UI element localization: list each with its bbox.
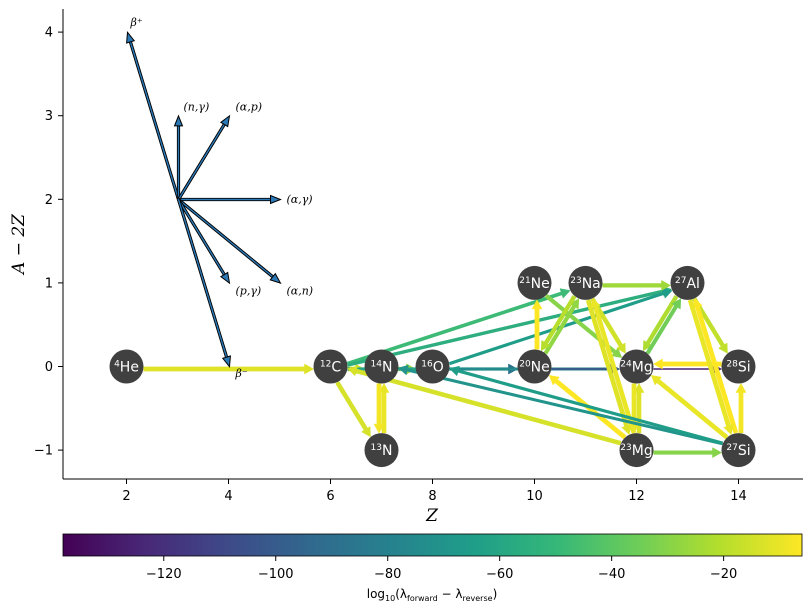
legend-arrow-4 xyxy=(177,198,282,284)
colorbar-tick-label: −60 xyxy=(486,567,513,582)
legend-arrow-5 xyxy=(177,198,231,285)
edge-na23-al27 xyxy=(602,279,672,291)
y-tick-label: 4 xyxy=(45,26,53,41)
x-tick-label: 8 xyxy=(428,489,436,504)
edge-mg23-si27 xyxy=(653,447,723,459)
y-ticks: −1 0 1 2 3 4 xyxy=(34,26,63,459)
x-tick-label: 6 xyxy=(326,489,334,504)
edge-mg23-mg24 xyxy=(633,382,645,434)
legend-arrow-6 xyxy=(176,199,231,368)
legend-arrow-label: (α,n) xyxy=(287,285,314,298)
node-label: 16O xyxy=(421,360,443,376)
legend-arrow-label: (α,p) xyxy=(236,100,263,113)
edge-layer xyxy=(143,279,747,459)
plot-area: β⁺ (n,γ) (α,p) (α,γ) (α,n) (p,γ) β⁻ 4He 12C 13N 1… xyxy=(109,16,756,468)
edge-mg23-c12 xyxy=(347,365,622,446)
edge-ne20-ne21 xyxy=(531,299,543,350)
node-label: 20Ne xyxy=(519,360,550,376)
edge-c12-n13 xyxy=(335,381,371,438)
reaction-type-legend: β⁺ (n,γ) (α,p) (α,γ) (α,n) (p,γ) β⁻ xyxy=(126,16,314,380)
node-o16: 16O xyxy=(415,349,450,384)
node-label: 14N xyxy=(371,360,393,376)
colorbar-tick-label: −40 xyxy=(598,567,625,582)
colorbar: −120 −100 −80 −60 −40 −20 log10(λforward − λr… xyxy=(62,533,803,603)
edge-si27-o16 xyxy=(449,365,724,445)
node-si27: 27Si xyxy=(721,433,756,468)
node-label: 24Mg xyxy=(620,360,652,376)
edge-al27-mg24 xyxy=(642,294,679,352)
legend-arrow-label: (α,γ) xyxy=(287,193,313,206)
node-label: 27Al xyxy=(675,276,700,292)
edge-si27-si28 xyxy=(735,382,747,434)
edge-mg24-al27 xyxy=(645,298,682,355)
legend-arrow-label: β⁺ xyxy=(130,16,143,29)
y-tick-label: 2 xyxy=(45,193,53,208)
x-tick-label: 14 xyxy=(730,489,747,504)
colorbar-tick-label: −20 xyxy=(710,567,737,582)
y-tick-label: 3 xyxy=(45,109,53,124)
legend-arrow-label: (p,γ) xyxy=(236,285,262,298)
edge-n13-n14 xyxy=(378,382,390,434)
edge-al27-si27 xyxy=(687,299,734,436)
node-label: 27Si xyxy=(726,443,750,459)
node-ne21: 21Ne xyxy=(517,265,552,300)
edge-si27-mg24 xyxy=(650,375,729,440)
node-si28: 28Si xyxy=(721,349,756,384)
colorbar-tick-label: −100 xyxy=(258,567,294,582)
node-c12: 12C xyxy=(313,349,348,384)
edge-si27-n14 xyxy=(398,364,723,446)
y-tick-label: 0 xyxy=(45,360,53,375)
legend-arrow-0 xyxy=(126,31,181,200)
node-mg24: 24Mg xyxy=(619,349,654,384)
node-n14: 14N xyxy=(364,349,399,384)
node-label: 21Ne xyxy=(519,276,550,292)
edge-mg23-ne20 xyxy=(548,375,627,440)
colorbar-tick-label: −120 xyxy=(146,567,182,582)
node-mg23: 23Mg xyxy=(619,433,654,468)
colorbar-ticks: −120 −100 −80 −60 −40 −20 xyxy=(146,556,737,582)
node-label: 13N xyxy=(371,443,393,459)
y-tick-label: 1 xyxy=(45,276,53,291)
x-axis-label: Z xyxy=(425,506,439,526)
edge-n14-n13 xyxy=(373,383,385,434)
node-layer: 4He 12C 13N 14N 16O 20Ne 21Ne 23Na 23Mg 24Mg 27Al 2… xyxy=(109,265,756,468)
colorbar-gradient xyxy=(62,533,803,557)
legend-arrow-3 xyxy=(178,194,282,205)
x-ticks: 2 4 6 8 10 12 14 xyxy=(122,479,747,504)
edge-he4-c12 xyxy=(143,363,315,375)
node-label: 4He xyxy=(114,360,139,376)
x-tick-label: 10 xyxy=(526,489,543,504)
colorbar-label: log10(λforward − λreverse) xyxy=(367,587,498,603)
colorbar-tick-label: −80 xyxy=(374,567,401,582)
x-tick-label: 12 xyxy=(628,489,645,504)
legend-arrow-1 xyxy=(173,114,184,200)
edge-c12-al27 xyxy=(347,286,673,367)
y-tick-label: −1 xyxy=(34,444,53,459)
node-label: 28Si xyxy=(726,360,750,376)
legend-arrow-label: (n,γ) xyxy=(184,100,210,113)
edge-si27-al27 xyxy=(692,297,739,434)
node-ne20: 20Ne xyxy=(517,349,552,384)
x-tick-label: 4 xyxy=(224,489,232,504)
legend-arrow-2 xyxy=(177,114,231,201)
edge-na23-mg23 xyxy=(585,299,632,436)
edge-na23-ne20 xyxy=(540,294,577,352)
node-label: 23Mg xyxy=(620,443,652,459)
y-axis-label: A − 2Z xyxy=(9,213,29,276)
node-he4: 4He xyxy=(109,349,144,384)
node-na23: 23Na xyxy=(568,265,603,300)
node-label: 12C xyxy=(320,360,341,376)
edge-mg23-na23 xyxy=(590,297,637,434)
node-al27: 27Al xyxy=(670,265,705,300)
x-tick-label: 2 xyxy=(122,489,130,504)
legend-arrow-label: β⁻ xyxy=(235,367,248,380)
node-label: 23Na xyxy=(570,276,601,292)
node-n13: 13N xyxy=(364,433,399,468)
